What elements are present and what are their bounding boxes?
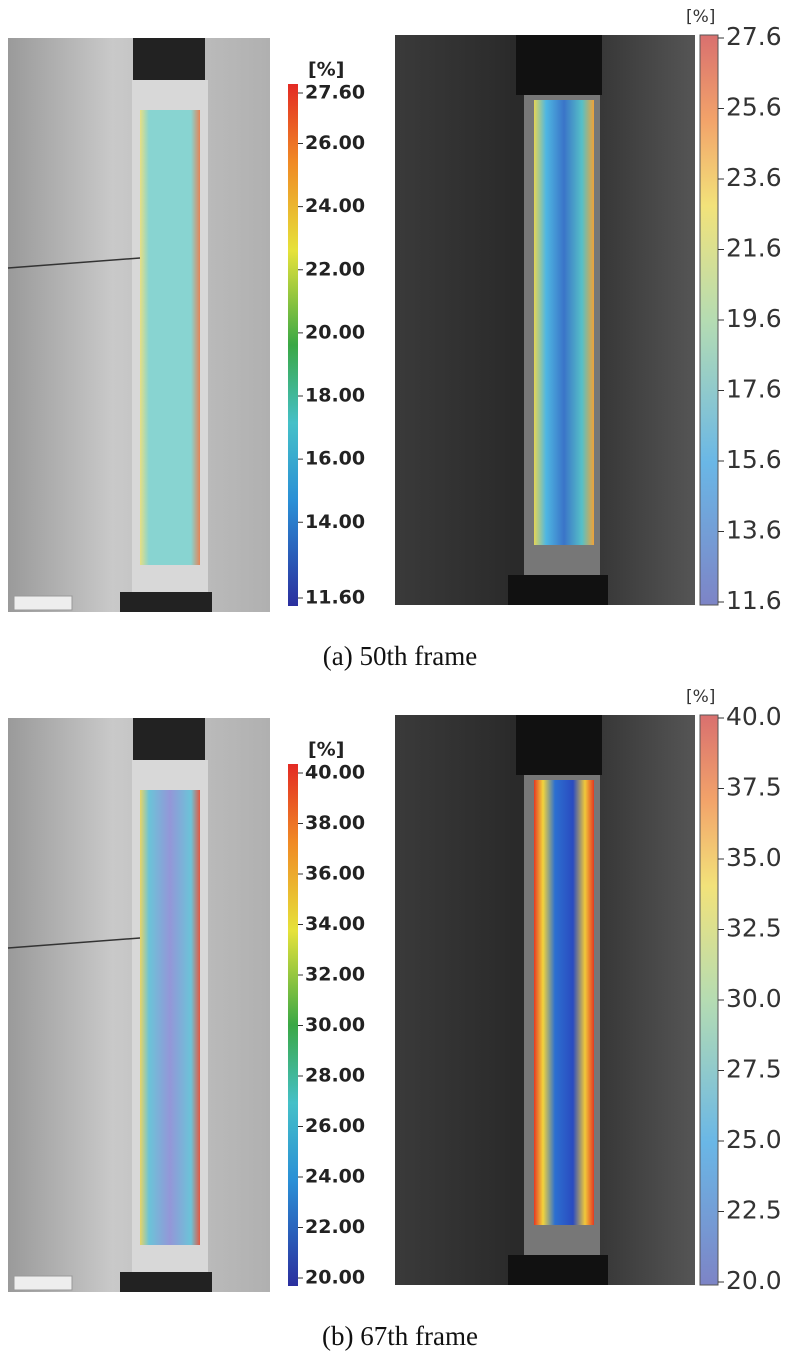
colorbar-label: 35.0 [726, 843, 782, 872]
colorbar-label: 34.00 [305, 913, 365, 935]
toolbar [13, 1275, 73, 1291]
colorbar [699, 714, 719, 1286]
colorbar-label: 11.6 [726, 586, 782, 615]
strain-field [534, 780, 594, 1225]
colorbar-label: 16.00 [305, 448, 365, 470]
colorbar-label: 19.6 [726, 304, 782, 333]
colorbar-label: 40.00 [305, 762, 365, 784]
grip [508, 575, 608, 605]
colorbar-label: 24.00 [305, 195, 365, 217]
colorbar-label: 27.6 [726, 22, 782, 51]
colorbar-label: 38.00 [305, 812, 365, 834]
colorbar-label: 40.0 [726, 702, 782, 731]
colorbar [288, 84, 298, 606]
colorbar-label: 22.5 [726, 1196, 782, 1225]
toolbar [13, 595, 73, 611]
colorbar-label: 24.00 [305, 1166, 365, 1188]
colorbar-label: 17.6 [726, 375, 782, 404]
colorbar [699, 34, 719, 606]
strain-field [140, 110, 200, 565]
colorbar-label: 36.00 [305, 863, 365, 885]
colorbar-label: 30.00 [305, 1014, 365, 1036]
colorbar-unit: [%] [308, 739, 344, 761]
colorbar-label: 20.00 [305, 321, 365, 343]
colorbar-label: 32.00 [305, 964, 365, 986]
grip [120, 1272, 212, 1292]
grip [508, 1255, 608, 1285]
colorbar-label: 14.00 [305, 511, 365, 533]
colorbar-unit: [%] [308, 59, 344, 81]
colorbar-label: 13.6 [726, 516, 782, 545]
colorbar-label: 22.00 [305, 258, 365, 280]
grip [516, 715, 602, 775]
colorbar-label: 27.5 [726, 1055, 782, 1084]
colorbar-label: 30.0 [726, 984, 782, 1013]
colorbar [288, 764, 298, 1286]
colorbar-label: 18.00 [305, 385, 365, 407]
caption: (a) 50th frame [323, 641, 477, 671]
colorbar-label: 15.6 [726, 445, 782, 474]
strain-field [534, 100, 594, 545]
grip [516, 35, 602, 95]
grip [133, 718, 205, 760]
grip [133, 38, 205, 80]
colorbar-label: 28.00 [305, 1065, 365, 1087]
colorbar-label: 26.00 [305, 1115, 365, 1137]
colorbar-label: 11.60 [305, 587, 365, 609]
strain-field [140, 790, 200, 1245]
colorbar-label: 20.00 [305, 1267, 365, 1289]
grip [120, 592, 212, 612]
wire [7, 937, 141, 949]
colorbar-unit: [%] [686, 687, 715, 707]
colorbar-label: 37.5 [726, 773, 782, 802]
colorbar-label: 27.60 [305, 82, 365, 104]
colorbar-label: 22.00 [305, 1216, 365, 1238]
colorbar-label: 26.00 [305, 132, 365, 154]
caption: (b) 67th frame [322, 1321, 478, 1351]
colorbar-label: 21.6 [726, 234, 782, 263]
colorbar-unit: [%] [686, 7, 715, 27]
colorbar-label: 23.6 [726, 163, 782, 192]
colorbar-label: 32.5 [726, 914, 782, 943]
colorbar-label: 25.0 [726, 1125, 782, 1154]
colorbar-label: 25.6 [726, 93, 782, 122]
wire [7, 257, 141, 269]
colorbar-label: 20.0 [726, 1266, 782, 1295]
